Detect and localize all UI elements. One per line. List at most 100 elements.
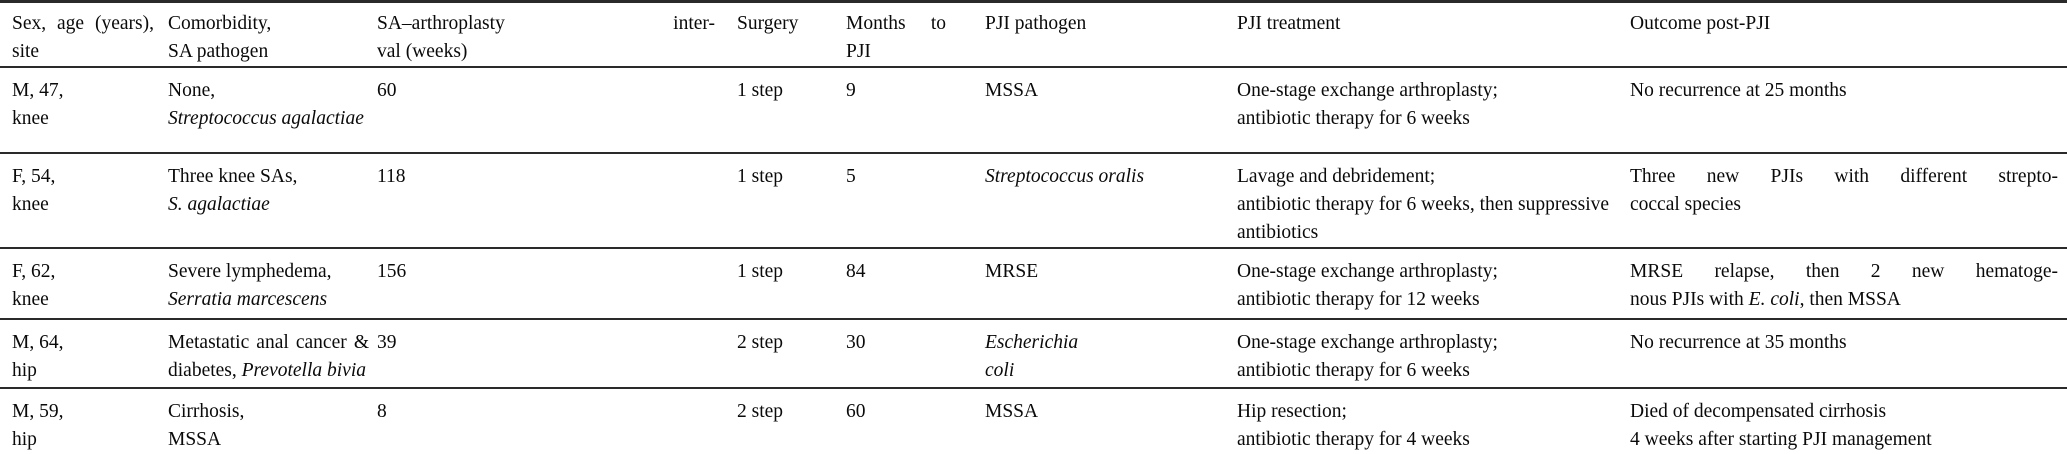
text-segment: Outcome post-PJI — [1630, 13, 1771, 34]
species-name: Streptococcus oralis — [985, 166, 1145, 187]
header-cell-sa-arthroplasty-interval: SA–arthroplasty inter-val (weeks) — [377, 2, 737, 68]
cell-sex-age-site: F, 54, knee — [0, 153, 168, 248]
cell-line: PJI treatment — [1237, 10, 1619, 38]
cell-line: Sex, age (years), — [12, 10, 154, 38]
cell-pji-pathogen: MRSE — [985, 248, 1237, 319]
cell-line: antibiotic therapy for 12 weeks — [1237, 286, 1619, 314]
cell-line: knee — [12, 105, 154, 133]
text-segment: 2 step — [737, 332, 784, 353]
cell-line: antibiotic therapy for 4 weeks — [1237, 426, 1619, 454]
cell-line: Three new PJIs with different strepto- — [1630, 163, 2058, 191]
cell-line: No recurrence at 35 months — [1630, 329, 2058, 357]
cell-line: SA pathogen — [168, 38, 369, 66]
text-segment: 84 — [846, 261, 866, 282]
text-segment: knee — [12, 289, 49, 310]
text-segment: PJI — [846, 41, 871, 62]
text-segment: nous PJIs with — [1630, 289, 1749, 310]
cell-line: MSSA — [985, 398, 1227, 426]
cell-line: F, 62, — [12, 258, 154, 286]
cell-line: 156 — [377, 258, 715, 286]
cell-line: 4 weeks after starting PJI management — [1630, 426, 2058, 454]
cell-line: antibiotic therapy for 6 weeks — [1237, 357, 1619, 385]
header-cell-comorbidity-sa-pathogen: Comorbidity, SA pathogen — [168, 2, 377, 68]
text-segment: M, 47, — [12, 80, 64, 101]
cell-line: M, 47, — [12, 77, 154, 105]
text-segment: val (weeks) — [377, 41, 468, 62]
cell-outcome-post-pji: Died of decompensated cirrhosis 4 weeks a… — [1630, 388, 2067, 454]
cell-surgery: 1 step — [737, 248, 846, 319]
text-segment: None, — [168, 80, 216, 101]
text-segment: antibiotics — [1237, 222, 1319, 243]
cell-pji-treatment: Hip resection; antibiotic therapy for 4 w… — [1237, 388, 1630, 454]
text-segment: knee — [12, 108, 49, 129]
text-segment: 60 — [846, 401, 866, 422]
text-segment: PJI pathogen — [985, 13, 1087, 34]
cell-line: One-stage exchange arthroplasty; — [1237, 77, 1619, 105]
cell-comorbidity-sa-pathogen: Metastatic anal cancer & diabetes, Prevot… — [168, 319, 377, 388]
cell-line: Streptococcus agalactiae — [168, 105, 369, 133]
cell-line: nous PJIs with E. coli, then MSSA — [1630, 286, 2058, 314]
cell-line: 8 — [377, 398, 715, 426]
cell-sex-age-site: M, 64, hip — [0, 319, 168, 388]
table-row: M, 59, hip Cirrhosis, MSSA 8 2 step 60 MSSA Hip … — [0, 388, 2067, 454]
cell-line: Surgery — [737, 10, 816, 38]
text-segment: 5 — [846, 166, 856, 187]
text-segment: One-stage exchange arthroplasty; — [1237, 332, 1498, 353]
text-segment: MSSA — [168, 429, 222, 450]
cell-sa-arthroplasty-interval: 60 — [377, 67, 737, 153]
cell-line: Outcome post-PJI — [1630, 10, 2058, 38]
cell-line: hip — [12, 357, 154, 385]
cell-sa-arthroplasty-interval: 156 — [377, 248, 737, 319]
cell-line: One-stage exchange arthroplasty; — [1237, 258, 1619, 286]
header-cell-months-to-pji: Months to PJI — [846, 2, 985, 68]
cell-line: MSSA — [168, 426, 369, 454]
cell-sa-arthroplasty-interval: 8 — [377, 388, 737, 454]
species-name: Serratia marcescens — [168, 289, 328, 310]
cell-line: S. agalactiae — [168, 191, 369, 219]
cell-line: 2 step — [737, 398, 816, 426]
cell-line: Three knee SAs, — [168, 163, 369, 191]
cell-line: 39 — [377, 329, 715, 357]
text-segment: Metastatic anal cancer & — [168, 332, 369, 353]
cell-pji-pathogen: MSSA — [985, 67, 1237, 153]
text-segment: diabetes, — [168, 360, 242, 381]
text-segment: One-stage exchange arthroplasty; — [1237, 80, 1498, 101]
text-segment: Comorbidity, — [168, 13, 272, 34]
cell-comorbidity-sa-pathogen: Three knee SAs, S. agalactiae — [168, 153, 377, 248]
cell-pji-treatment: Lavage and debridement; antibiotic therap… — [1237, 153, 1630, 248]
species-name: Escherichia — [985, 332, 1079, 353]
text-segment: 118 — [377, 166, 406, 187]
cell-pji-treatment: One-stage exchange arthroplasty; antibiot… — [1237, 319, 1630, 388]
cell-line: hip — [12, 426, 154, 454]
cell-comorbidity-sa-pathogen: Severe lymphedema, Serratia marcescens — [168, 248, 377, 319]
cell-line: MSSA — [985, 77, 1227, 105]
cell-line: Lavage and debridement; — [1237, 163, 1619, 191]
text-segment: antibiotic therapy for 6 weeks — [1237, 108, 1470, 129]
cell-outcome-post-pji: No recurrence at 35 months — [1630, 319, 2067, 388]
text-segment: MRSE relapse, then 2 new hematoge- — [1630, 261, 2058, 282]
cell-sex-age-site: M, 47, knee — [0, 67, 168, 153]
cell-line: 60 — [377, 77, 715, 105]
cell-line: PJI — [846, 38, 946, 66]
cell-surgery: 2 step — [737, 319, 846, 388]
cell-surgery: 1 step — [737, 67, 846, 153]
text-segment: SA pathogen — [168, 41, 269, 62]
cell-line: Months to — [846, 10, 946, 38]
cell-line: MRSE — [985, 258, 1227, 286]
text-segment: Cirrhosis, — [168, 401, 245, 422]
table-body: M, 47, knee None, Streptococcus agalactiae 6… — [0, 67, 2067, 454]
cell-line: 9 — [846, 77, 946, 105]
cell-months-to-pji: 5 — [846, 153, 985, 248]
cell-outcome-post-pji: No recurrence at 25 months — [1630, 67, 2067, 153]
cell-line: antibiotic therapy for 6 weeks — [1237, 105, 1619, 133]
cell-line: SA–arthroplasty inter- — [377, 10, 715, 38]
text-segment: antibiotic therapy for 6 weeks, then sup… — [1237, 194, 1610, 215]
cell-months-to-pji: 9 — [846, 67, 985, 153]
cell-line: coccal species — [1630, 191, 2058, 219]
cell-outcome-post-pji: MRSE relapse, then 2 new hematoge-nous P… — [1630, 248, 2067, 319]
text-segment: Died of decompensated cirrhosis — [1630, 401, 1887, 422]
cell-line: Metastatic anal cancer & — [168, 329, 369, 357]
cell-line: val (weeks) — [377, 38, 715, 66]
text-segment: No recurrence at 25 months — [1630, 80, 1847, 101]
